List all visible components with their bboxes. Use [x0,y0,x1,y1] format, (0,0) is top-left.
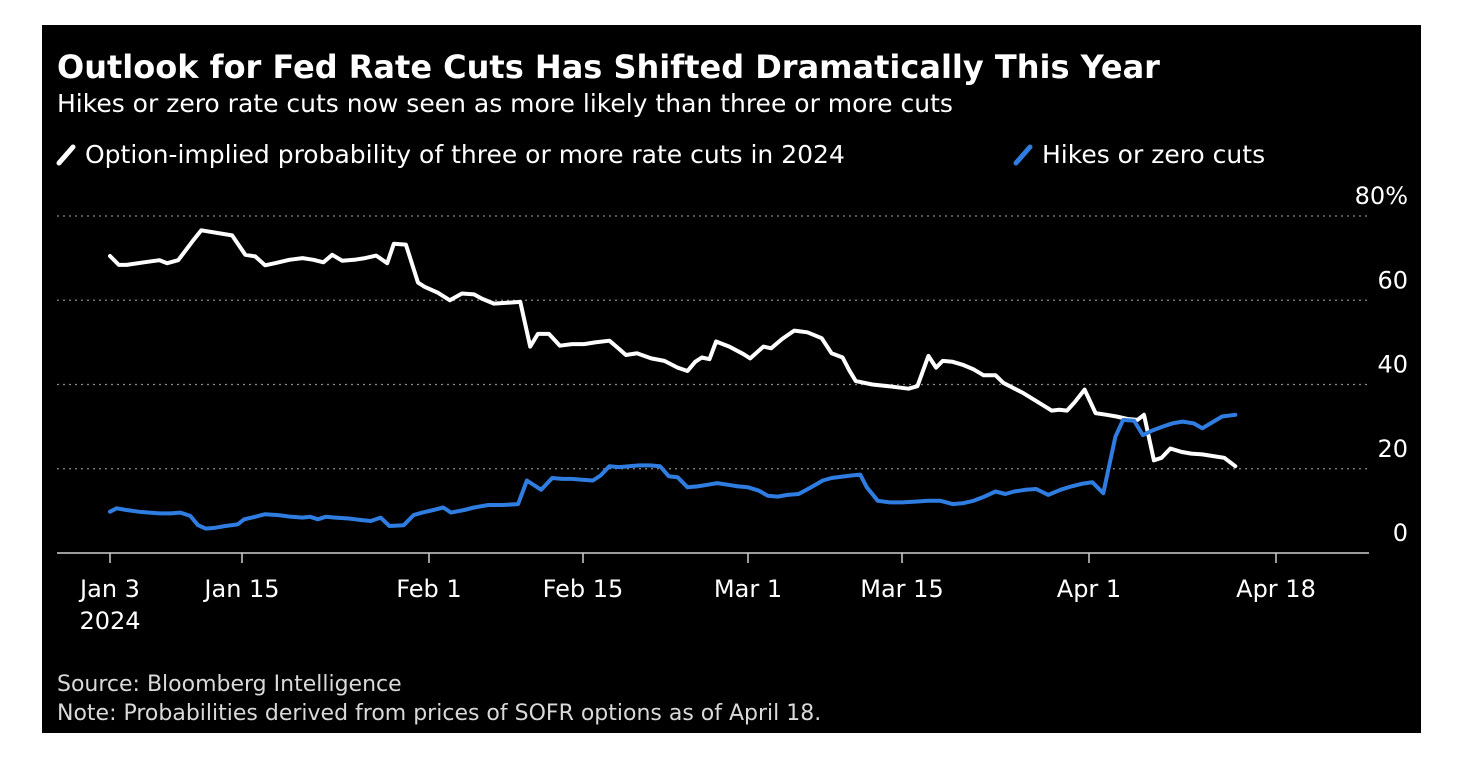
y-tick-label: 40 [1377,351,1408,379]
chart-subtitle: Hikes or zero rate cuts now seen as more… [57,89,953,118]
series-line-hikes-or-zero-cuts [108,412,1238,531]
y-tick-label: 0 [1393,519,1408,547]
series-lines [108,228,1238,531]
x-tick-sublabel: 2024 [79,607,140,635]
chart-panel: Outlook for Fed Rate Cuts Has Shifted Dr… [42,25,1421,733]
legend: Option-implied probability of three or m… [56,140,1265,169]
chart-title: Outlook for Fed Rate Cuts Has Shifted Dr… [57,48,1160,86]
legend-label-hikes-or-zero: Hikes or zero cuts [1042,140,1265,169]
x-tick-label: Jan 3 [78,575,140,603]
line-chart: Outlook for Fed Rate Cuts Has Shifted Dr… [56,48,1408,726]
x-axis-ticks: Jan 3 2024 Jan 15 Feb 1 Feb 15 Mar 1 Mar 15 Apr… [78,553,1316,635]
y-tick-label: 80% [1355,182,1408,210]
legend-label-three-or-more: Option-implied probability of three or m… [85,140,845,169]
x-tick-label: Feb 15 [543,575,624,603]
x-tick-label: Jan 15 [202,575,279,603]
x-tick-label: Mar 15 [860,575,943,603]
x-tick-label: Apr 1 [1057,575,1121,603]
source-note: Source: Bloomberg Intelligence [57,672,402,697]
x-tick-label: Apr 18 [1236,575,1316,603]
y-axis-ticks: 80% 60 40 20 0 [1355,182,1408,547]
legend-swatch-three-or-more [56,144,76,166]
y-tick-label: 20 [1377,435,1408,463]
y-tick-label: 60 [1377,266,1408,294]
x-tick-label: Mar 1 [714,575,782,603]
footnote: Note: Probabilities derived from prices … [57,701,821,726]
x-tick-label: Feb 1 [396,575,461,603]
series-line-three-or-more-cuts [108,228,1238,469]
legend-swatch-hikes-or-zero [1013,144,1033,166]
grid-lines [57,215,1369,470]
